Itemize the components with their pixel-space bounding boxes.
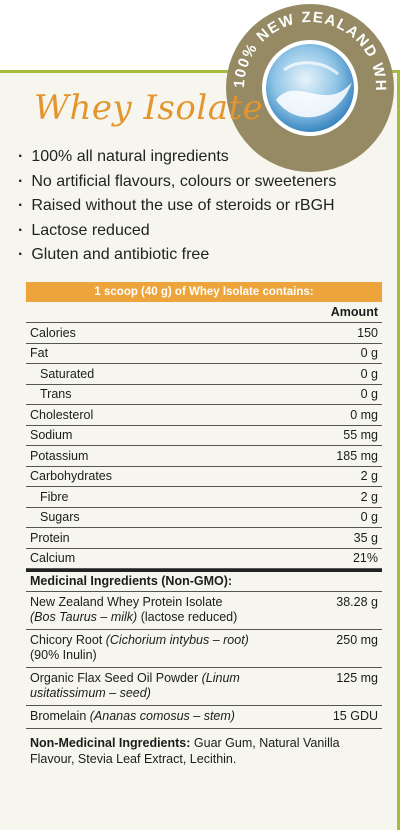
- new-zealand-whey-seal: 100% NEW ZEALAND WHEY: [226, 4, 394, 172]
- nutrient-row: Potassium 185 mg: [26, 446, 382, 467]
- nutrient-row: Trans 0 g: [26, 385, 382, 405]
- feature-item: Raised without the use of steroids or rB…: [18, 194, 336, 219]
- nutrient-label: Potassium: [30, 448, 89, 463]
- medicinal-ingredient: New Zealand Whey Protein Isolate (Bos Tau…: [30, 595, 295, 625]
- nutrient-row: Cholesterol 0 mg: [26, 405, 382, 426]
- feature-item: Lactose reduced: [18, 219, 336, 244]
- nutrient-amount: 2 g: [360, 469, 378, 484]
- nutrition-facts-table: 1 scoop (40 g) of Whey Isolate contains:…: [26, 282, 382, 767]
- nutrient-amount: 0 g: [360, 510, 378, 525]
- nutrient-label: Trans: [40, 387, 72, 402]
- medicinal-ingredient: Bromelain (Ananas comosus – stem): [30, 709, 295, 724]
- nutrient-row: Carbohydrates 2 g: [26, 467, 382, 487]
- medicinal-heading: Medicinal Ingredients (Non-GMO):: [26, 572, 382, 592]
- non-medicinal-label: Non-Medicinal Ingredients:: [30, 736, 191, 750]
- nutrient-row: Fat 0 g: [26, 344, 382, 364]
- medicinal-row: Bromelain (Ananas comosus – stem) 15 GDU: [26, 706, 382, 729]
- medicinal-rows: New Zealand Whey Protein Isolate (Bos Tau…: [26, 592, 382, 729]
- ingredient-name: Organic Flax Seed Oil Powder: [30, 671, 202, 685]
- nutrient-label: Saturated: [40, 366, 95, 381]
- nutrient-label: Protein: [30, 530, 70, 545]
- ingredient-name: Bromelain: [30, 709, 90, 723]
- nutrient-amount: 0 g: [360, 366, 378, 381]
- feature-list: 100% all natural ingredients No artifici…: [18, 145, 336, 268]
- medicinal-row: New Zealand Whey Protein Isolate (Bos Tau…: [26, 592, 382, 630]
- medicinal-ingredient: Organic Flax Seed Oil Powder (Linum usit…: [30, 671, 295, 701]
- ingredient-amount: 38.28 g: [336, 595, 378, 609]
- feature-item: No artificial flavours, colours or sweet…: [18, 170, 336, 195]
- seal-graphic: 100% NEW ZEALAND WHEY: [226, 4, 392, 170]
- ingredient-source: (Bos Taurus – milk): [30, 610, 138, 624]
- nutrient-row: Fibre 2 g: [26, 487, 382, 508]
- product-title: Whey Isolate: [34, 88, 264, 128]
- nutrient-row: Protein 35 g: [26, 528, 382, 549]
- nutrient-label: Sodium: [30, 428, 73, 443]
- ingredient-note: (90% Inulin): [30, 648, 97, 662]
- nutrient-label: Sugars: [40, 510, 80, 525]
- nutrient-amount: 0 g: [360, 346, 378, 361]
- nutrient-amount: 35 g: [353, 530, 378, 545]
- feature-item: 100% all natural ingredients: [18, 145, 336, 170]
- nutrient-label: Fibre: [40, 489, 69, 504]
- nutrient-label: Calcium: [30, 551, 76, 566]
- ingredient-note: (lactose reduced): [137, 610, 238, 624]
- nutrient-label: Cholesterol: [30, 407, 94, 422]
- ingredient-source: (Linum usitatissimum – seed): [30, 671, 240, 700]
- ingredient-amount: 125 mg: [336, 671, 378, 685]
- non-medicinal-text: Guar Gum, Natural Vanilla Flavour, Stevi…: [30, 736, 340, 766]
- medicinal-ingredient: Chicory Root (Cichorium intybus – root) …: [30, 633, 295, 663]
- nutrient-row: Sodium 55 mg: [26, 426, 382, 446]
- nutrient-amount: 0 g: [360, 387, 378, 402]
- nutrient-amount: 185 mg: [336, 448, 378, 463]
- medicinal-row: Chicory Root (Cichorium intybus – root) …: [26, 630, 382, 668]
- amount-column-header: Amount: [26, 302, 382, 323]
- nutrient-row: Saturated 0 g: [26, 364, 382, 385]
- ingredient-name: New Zealand Whey Protein Isolate: [30, 595, 223, 609]
- nutrient-amount: 0 mg: [350, 407, 378, 422]
- ingredient-source: (Ananas comosus – stem): [89, 709, 235, 723]
- ingredient-amount: 250 mg: [336, 633, 378, 647]
- nutrient-label: Fat: [30, 346, 49, 361]
- ingredient-source: (Cichorium intybus – root): [105, 633, 249, 647]
- nutrient-label: Calories: [30, 325, 76, 340]
- nutrient-amount: 150: [357, 325, 378, 340]
- medicinal-row: Organic Flax Seed Oil Powder (Linum usit…: [26, 668, 382, 706]
- ingredient-name: Chicory Root: [30, 633, 106, 647]
- nutrient-amount: 2 g: [360, 489, 378, 504]
- nutrient-rows: Calories 150 Fat 0 g Saturated 0 g Trans 0 g Cho…: [26, 323, 382, 569]
- nutrient-row: Sugars 0 g: [26, 508, 382, 528]
- ingredient-amount: 15 GDU: [332, 709, 378, 723]
- non-medicinal-ingredients: Non-Medicinal Ingredients: Guar Gum, Nat…: [26, 729, 382, 767]
- nutrient-amount: 55 mg: [343, 428, 378, 443]
- nutrient-row: Calcium 21%: [26, 549, 382, 569]
- feature-item: Gluten and antibiotic free: [18, 243, 336, 268]
- section-divider: [26, 569, 382, 572]
- serving-header: 1 scoop (40 g) of Whey Isolate contains:: [26, 282, 382, 302]
- nutrient-amount: 21%: [352, 551, 378, 566]
- nutrient-label: Carbohydrates: [30, 469, 112, 484]
- nutrient-row: Calories 150: [26, 323, 382, 344]
